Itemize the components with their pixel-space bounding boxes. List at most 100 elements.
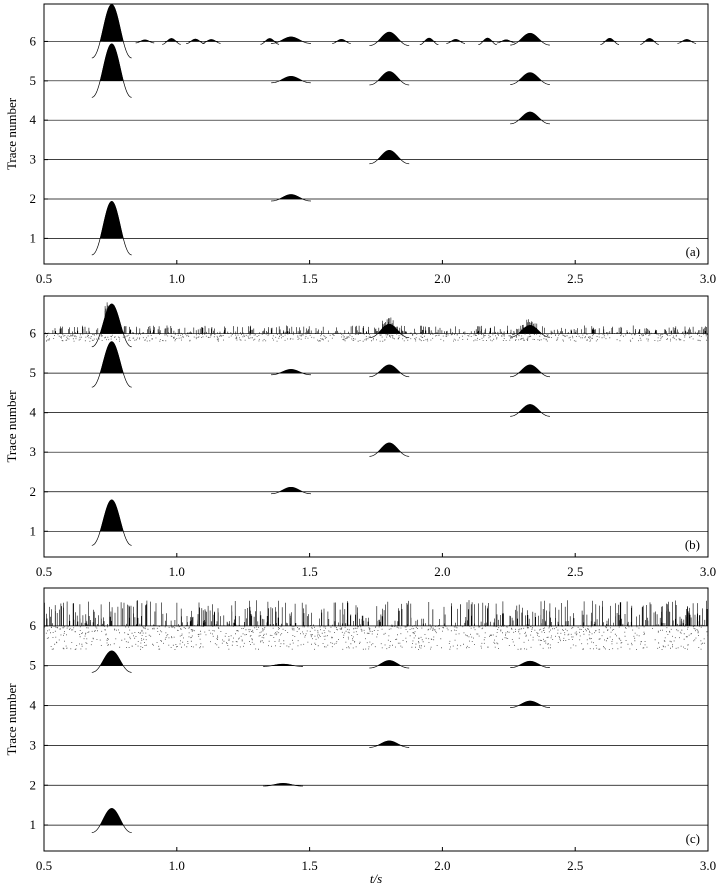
wavelet-waveform — [271, 369, 311, 376]
wavelet-waveform — [369, 71, 410, 86]
x-tick-label: 2.5 — [567, 564, 583, 579]
wavelet-positive-lobe — [99, 4, 124, 42]
noise-spikes — [45, 302, 707, 334]
wavelet-positive-lobe — [517, 72, 543, 82]
wavelet-positive-lobe — [99, 499, 124, 532]
ripple-waveform — [332, 39, 351, 44]
wavelet-waveform — [510, 364, 550, 378]
wavelet-positive-lobe — [279, 487, 303, 492]
wavelet-waveform — [263, 663, 303, 667]
x-axis-label: t/s — [370, 871, 382, 886]
panel-label: (b) — [685, 537, 700, 552]
y-tick-label: 1 — [30, 230, 37, 245]
wavelet-waveform — [369, 442, 410, 457]
trace-1 — [44, 499, 708, 546]
plot-frame — [43, 295, 709, 558]
panel-label: (a) — [686, 244, 700, 259]
y-tick-label: 3 — [30, 737, 37, 752]
trace-4 — [44, 700, 708, 708]
trace-6 — [44, 302, 708, 348]
wavelet-waveform — [369, 364, 410, 378]
plot-area — [44, 302, 708, 546]
noise-dot-path — [46, 333, 708, 342]
plot-frame — [43, 587, 709, 852]
wavelet-positive-lobe — [99, 341, 124, 374]
ripple-waveform — [677, 39, 697, 44]
ripple-waveform — [162, 38, 181, 45]
wavelet-waveform — [271, 36, 311, 44]
ripple-waveform — [135, 39, 155, 44]
ripple-waveform — [260, 38, 280, 45]
trace-5 — [44, 341, 708, 388]
ripple-waveform — [419, 37, 439, 45]
wavelet-waveform — [91, 808, 132, 833]
wavelet-waveform — [91, 43, 132, 98]
ripple-waveform — [640, 38, 659, 45]
wavelet-positive-lobe — [518, 661, 542, 666]
noise-spikes — [44, 600, 708, 626]
wavelet-waveform — [510, 111, 550, 125]
wavelet-positive-lobe — [517, 404, 543, 413]
panel-c: 1 2 3 4 5 6 0.5 1.0 1.5 2.0 2.5 3.0 Trace number (c) t… — [4, 587, 716, 886]
y-axis-label: Trace number — [4, 390, 19, 463]
wavelet-waveform — [510, 32, 550, 46]
y-tick-label: 2 — [30, 777, 37, 792]
panel-a: 1 2 3 4 5 6 0.5 1.0 1.5 2.0 2.5 3.0 Trace number (a) — [4, 3, 716, 286]
y-tick-label: 5 — [30, 658, 37, 673]
trace-4 — [44, 404, 708, 417]
wavelet-waveform — [510, 700, 550, 708]
plot-area — [44, 4, 708, 256]
wavelet-positive-lobe — [376, 660, 402, 666]
trace-6 — [44, 4, 708, 59]
wavelet-positive-lobe — [279, 194, 303, 200]
trace-4 — [44, 111, 708, 125]
ripple-waveform — [600, 38, 620, 45]
y-tick-label: 4 — [30, 405, 37, 420]
noise-dots — [46, 333, 708, 342]
wavelet-waveform — [263, 783, 303, 787]
x-tick-label: 2.5 — [567, 858, 583, 873]
wavelet-positive-lobe — [99, 201, 124, 239]
ripple-waveform — [478, 37, 497, 46]
trace-2 — [44, 783, 708, 787]
ripple-waveform — [186, 38, 205, 45]
x-tick-label: 1.0 — [169, 858, 185, 873]
noise-spike-path — [44, 600, 708, 626]
wavelet-waveform — [510, 660, 550, 669]
wavelet-positive-lobe — [518, 700, 542, 706]
trace-1 — [44, 808, 708, 833]
y-tick-label: 5 — [30, 73, 37, 88]
x-tick-label: 1.0 — [169, 564, 185, 579]
y-tick-label: 1 — [30, 523, 37, 538]
trace-1 — [44, 201, 708, 256]
wavelet-positive-lobe — [377, 150, 402, 160]
noise-dots — [44, 625, 708, 650]
panel-b: 1 2 3 4 5 6 0.5 1.0 1.5 2.0 2.5 3.0 Trace number (b) — [4, 295, 716, 579]
plot-frame — [43, 3, 709, 265]
wavelet-waveform — [369, 660, 410, 669]
trace-3 — [44, 442, 708, 457]
x-tick-label: 3.0 — [700, 271, 716, 286]
wavelet-positive-lobe — [517, 364, 543, 374]
wavelet-positive-lobe — [517, 33, 543, 42]
wavelet-positive-lobe — [377, 740, 401, 746]
x-tick-label: 3.0 — [700, 564, 716, 579]
y-tick-label: 6 — [30, 326, 37, 341]
trace-3 — [44, 740, 708, 748]
wavelet-waveform — [271, 486, 311, 495]
y-tick-label: 1 — [30, 817, 37, 832]
wavelet-positive-lobe — [377, 364, 402, 374]
y-tick-label: 3 — [30, 152, 37, 167]
wavelet-positive-lobe — [279, 36, 303, 42]
x-tick-label: 1.5 — [301, 858, 317, 873]
y-tick-label: 6 — [30, 618, 37, 633]
y-tick-label: 4 — [30, 698, 37, 713]
wavelet-waveform — [91, 341, 132, 388]
trace-6 — [44, 600, 708, 650]
wavelet-positive-lobe — [377, 31, 402, 42]
ripple-waveform — [496, 39, 516, 44]
wavelet-waveform — [369, 31, 410, 46]
wavelet-positive-lobe — [99, 808, 124, 826]
wavelet-waveform — [369, 740, 410, 748]
x-tick-label: 1.5 — [301, 271, 317, 286]
